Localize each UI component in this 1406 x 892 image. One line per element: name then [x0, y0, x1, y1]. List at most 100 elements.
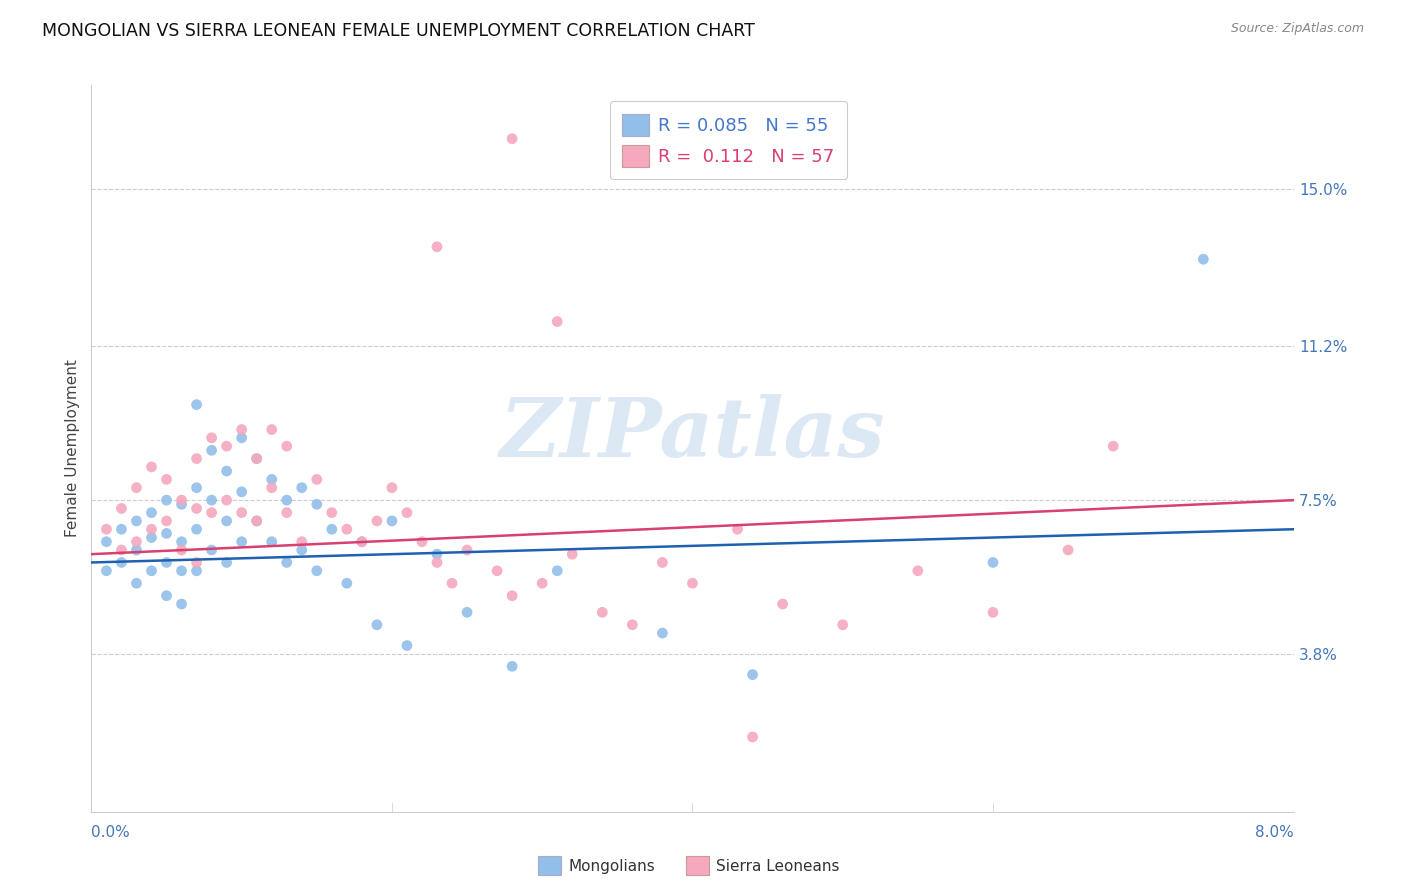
Point [651, 626, 673, 640]
Text: ZIPatlas: ZIPatlas [499, 393, 886, 474]
Text: Source: ZipAtlas.com: Source: ZipAtlas.com [1230, 22, 1364, 36]
Point [546, 564, 568, 578]
Point [125, 543, 148, 558]
Point [291, 481, 314, 495]
Point [501, 132, 523, 146]
Point [201, 543, 224, 558]
Point [305, 497, 328, 511]
Point [321, 506, 343, 520]
Point [201, 431, 224, 445]
Point [110, 501, 132, 516]
Point [186, 556, 208, 570]
Point [246, 451, 269, 466]
Point [411, 534, 433, 549]
Point [186, 398, 208, 412]
Legend: R = 0.085   N = 55, R =  0.112   N = 57: R = 0.085 N = 55, R = 0.112 N = 57 [610, 101, 848, 179]
Point [260, 534, 283, 549]
Point [681, 576, 703, 591]
Point [260, 423, 283, 437]
Point [305, 472, 328, 486]
Point [501, 589, 523, 603]
Point [531, 576, 554, 591]
Point [501, 659, 523, 673]
Point [426, 547, 449, 561]
Text: 0.0%: 0.0% [91, 825, 131, 840]
Point [170, 543, 193, 558]
Point [260, 481, 283, 495]
Point [215, 514, 238, 528]
Point [651, 556, 673, 570]
Point [381, 481, 404, 495]
Point [215, 556, 238, 570]
Legend: Mongolians, Sierra Leoneans: Mongolians, Sierra Leoneans [530, 848, 848, 882]
Point [246, 514, 269, 528]
Point [260, 472, 283, 486]
Point [141, 506, 163, 520]
Point [141, 564, 163, 578]
Point [546, 314, 568, 328]
Point [201, 443, 224, 458]
Point [201, 493, 224, 508]
Point [981, 605, 1004, 619]
Point [170, 497, 193, 511]
Point [246, 451, 269, 466]
Point [155, 493, 177, 508]
Point [561, 547, 583, 561]
Point [336, 522, 359, 536]
Point [125, 576, 148, 591]
Point [170, 534, 193, 549]
Point [110, 543, 132, 558]
Point [381, 514, 404, 528]
Point [186, 451, 208, 466]
Point [110, 556, 132, 570]
Point [456, 543, 478, 558]
Point [155, 526, 177, 541]
Point [395, 639, 418, 653]
Point [305, 564, 328, 578]
Point [276, 493, 298, 508]
Point [1102, 439, 1125, 453]
Text: 8.0%: 8.0% [1254, 825, 1294, 840]
Point [215, 464, 238, 478]
Point [186, 564, 208, 578]
Point [170, 564, 193, 578]
Point [155, 556, 177, 570]
Point [141, 522, 163, 536]
Point [772, 597, 794, 611]
Point [276, 506, 298, 520]
Point [231, 484, 253, 499]
Point [231, 506, 253, 520]
Point [246, 514, 269, 528]
Point [155, 514, 177, 528]
Point [336, 576, 359, 591]
Point [350, 534, 373, 549]
Point [96, 564, 118, 578]
Point [155, 472, 177, 486]
Point [621, 617, 644, 632]
Point [591, 605, 613, 619]
Point [741, 730, 763, 744]
Point [125, 514, 148, 528]
Point [141, 459, 163, 474]
Point [1057, 543, 1080, 558]
Point [456, 605, 478, 619]
Point [440, 576, 463, 591]
Point [201, 506, 224, 520]
Point [291, 534, 314, 549]
Point [96, 534, 118, 549]
Point [186, 501, 208, 516]
Point [366, 514, 388, 528]
Point [125, 481, 148, 495]
Point [276, 556, 298, 570]
Point [96, 522, 118, 536]
Point [155, 589, 177, 603]
Point [170, 597, 193, 611]
Point [215, 439, 238, 453]
Point [486, 564, 509, 578]
Point [141, 531, 163, 545]
Point [741, 667, 763, 681]
Point [321, 522, 343, 536]
Point [907, 564, 929, 578]
Point [1192, 252, 1215, 267]
Point [231, 431, 253, 445]
